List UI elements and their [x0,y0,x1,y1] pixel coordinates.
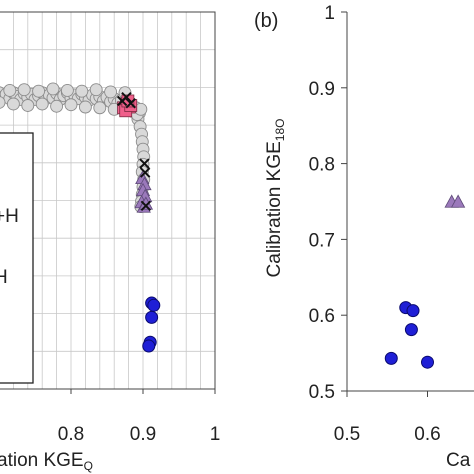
panel-b: 0.5 0.6 0.7 0.8 0.9 1 0.5 0.6 (b) Calibration … [254,3,474,471]
legend-entry-4: I [0,356,1,377]
panel-a-point-circle-gray [60,83,74,97]
panel-b-y-tick-label: 0.9 [309,79,335,100]
panel-b-y-tick-label: 0.6 [309,306,335,327]
panel-a-point-circle-gray [21,99,35,112]
panel-b-y-axis-label-main: Calibration KGE [264,141,285,277]
panel-b-y-axis-label: Calibration KGE18O [264,119,287,278]
legend: +H H I I [0,132,34,384]
panel-a-point-circle-gray [6,97,20,111]
panel-a-x-axis-label: ation KGEQ [0,450,93,473]
panel-a-point-circle-gray [64,98,78,112]
panel-a-x-tick-label: 0.8 [58,424,84,445]
panel-a-point-circle-gray [75,84,89,98]
panel-a-x-axis-label-main: ation KGE [0,450,84,471]
panel-a-point-circle-gray [32,84,46,98]
panel-a-point-circle-blue [142,339,156,353]
panel-a-point-cross-black [139,158,150,169]
panel-a-point-circle-gray [104,85,118,99]
legend-entry-1: +H [0,206,19,227]
panel-b-point-circle-blue [404,323,418,337]
panel-a-point-cross-black [140,200,152,211]
panel-a: 0.8 0.9 1 +H H I I ation KGEQ [0,11,221,473]
legend-entry-2: H [0,267,8,288]
panel-a-point-circle-gray [17,83,31,97]
panel-a-point-circle-gray [78,100,92,114]
panel-b-x-tick-labels: 0.5 0.6 [334,391,441,445]
panel-a-point-circle-gray [93,101,107,115]
panel-a-plot-frame [0,11,216,390]
panel-a-point-circle-blue [145,310,159,324]
panel-b-x-tick-label: 0.6 [414,424,440,445]
panel-a-x-tick-label: 1 [210,424,221,445]
panel-a-point-circle-gray [50,99,64,113]
panel-a-point-circle-gray [46,82,60,96]
panel-a-x-tick-labels: 0.8 0.9 1 [58,389,221,445]
panel-b-label: (b) [254,10,278,32]
panel-b-point-circle-blue [421,355,434,369]
panel-b-y-tick-labels: 0.5 0.6 0.7 0.8 0.9 1 [309,3,347,403]
panel-a-point-cross-black [121,91,132,103]
panel-a-x-tick-label: 0.9 [130,424,156,445]
panel-b-y-tick-label: 0.8 [309,155,335,176]
panel-b-point-circle-blue [406,304,420,318]
panel-b-x-tick-label: 0.5 [334,424,360,445]
panel-a-point-circle-blue [147,298,161,312]
legend-entry-3: I [0,302,1,323]
panel-b-point-circle-blue [384,351,398,365]
panel-a-point-cross-black [139,167,151,178]
panel-a-point-circle-gray [0,96,6,109]
legend-box [0,132,34,384]
panel-a-grid [0,11,216,390]
panel-a-point-circle-gray [35,97,49,111]
panel-a-point-circle-gray [89,83,103,97]
panel-b-data-points [384,194,466,369]
panel-a-point-circle-gray [3,83,17,97]
panel-a-point-cross-black [125,98,136,109]
panel-b-y-tick-label: 1 [324,3,335,24]
panel-b-y-tick-label: 0.5 [309,382,335,403]
panel-a-data-points [0,82,161,353]
panel-a-x-axis-label-subscript: Q [84,459,93,473]
panel-b-x-axis-label: Ca [446,450,471,471]
panel-b-y-tick-label: 0.7 [309,230,335,251]
panel-b-point-triangle-purple [450,194,466,208]
panel-b-y-axis-label-subscript: 18O [273,119,287,142]
